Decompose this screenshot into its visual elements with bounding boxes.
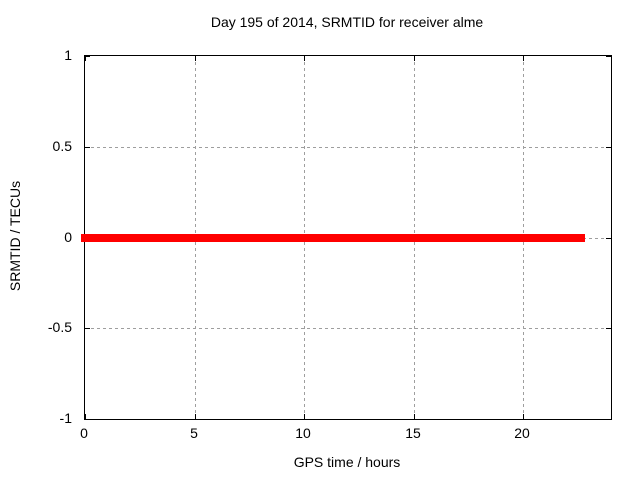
y-tick-right <box>606 419 611 420</box>
x-tick-bottom <box>85 414 86 419</box>
x-tick-label: 0 <box>80 425 88 441</box>
gridline-y--0.5 <box>85 328 611 329</box>
x-tick-top <box>85 56 86 61</box>
y-tick-left <box>85 419 90 420</box>
x-axis-label: GPS time / hours <box>293 454 401 470</box>
y-tick-right <box>606 56 611 57</box>
x-tick-top <box>414 56 415 61</box>
y-tick-label: 1 <box>64 47 72 63</box>
plot-area <box>81 55 612 420</box>
chart-title: Day 195 of 2014, SRMTID for receiver alm… <box>210 14 484 30</box>
y-tick-left <box>85 56 90 57</box>
y-tick-label: 0.5 <box>52 138 72 154</box>
x-tick-label: 5 <box>190 425 198 441</box>
y-tick-left <box>85 328 90 329</box>
x-tick-bottom <box>195 414 196 419</box>
x-tick-bottom <box>304 414 305 419</box>
x-tick-bottom <box>523 414 524 419</box>
y-tick-right <box>606 328 611 329</box>
series-srmtid-line <box>81 234 585 242</box>
x-tick-label: 15 <box>405 425 421 441</box>
y-tick-right <box>606 238 611 239</box>
x-tick-bottom <box>414 414 415 419</box>
y-tick-left <box>85 147 90 148</box>
x-tick-top <box>523 56 524 61</box>
x-tick-label: 20 <box>514 425 530 441</box>
gridline-y-0.5 <box>85 147 611 148</box>
y-tick-right <box>606 147 611 148</box>
x-tick-top <box>195 56 196 61</box>
y-tick-label: 0 <box>64 229 72 245</box>
y-tick-label: -0.5 <box>47 319 72 335</box>
x-tick-top <box>304 56 305 61</box>
x-tick-label: 10 <box>295 425 311 441</box>
y-tick-label: -1 <box>59 410 72 426</box>
